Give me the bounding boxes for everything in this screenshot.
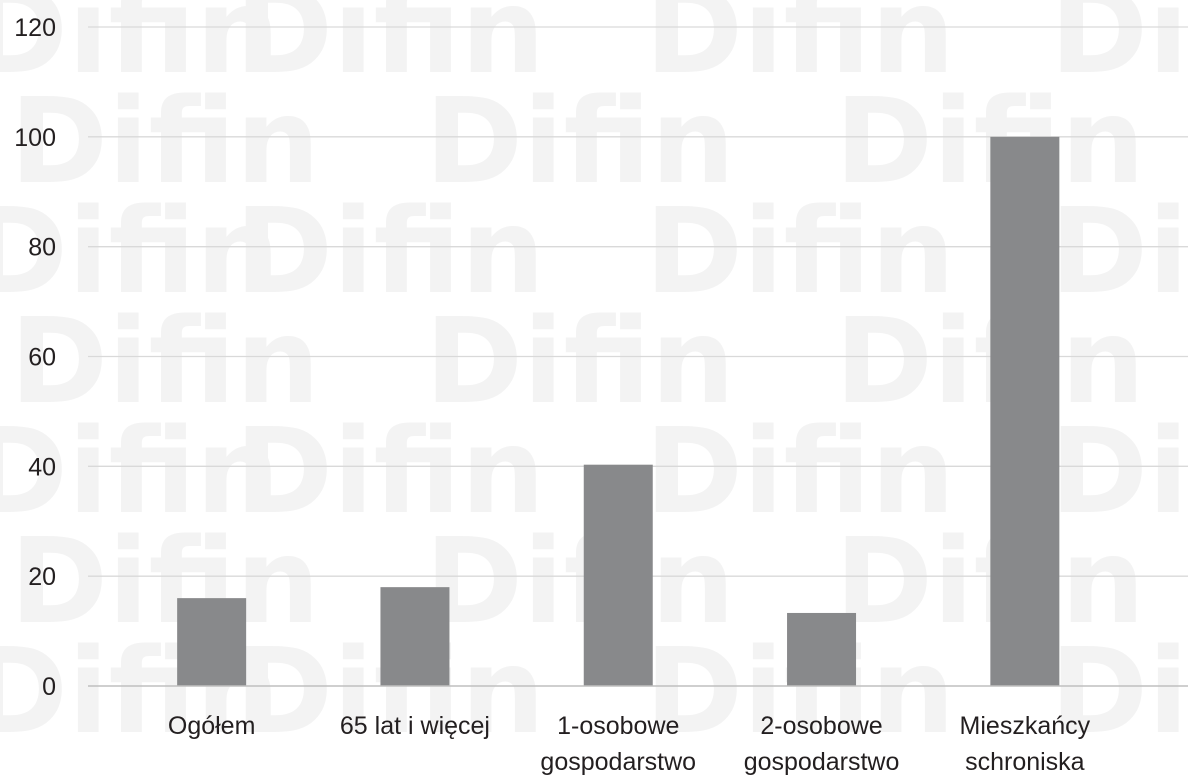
y-tick-label: 40 <box>28 453 56 481</box>
x-tick-label: Ogółem <box>168 712 256 740</box>
y-tick-label: 100 <box>14 124 56 152</box>
y-tick-label: 80 <box>28 234 56 262</box>
watermark-text: Difin <box>645 0 955 100</box>
bar <box>583 464 653 686</box>
bars <box>177 136 1060 687</box>
x-tick-label-line: 1-osobowe <box>557 712 679 740</box>
watermark-text: Difin <box>1050 402 1188 540</box>
x-tick-label-line: 2-osobowe <box>760 712 882 740</box>
y-axis-ticks: 0 20 40 60 80 100 120 <box>14 14 56 701</box>
bar <box>990 136 1060 687</box>
watermark-text: Difin <box>425 512 735 650</box>
x-tick-label-line: Ogółem <box>168 712 256 740</box>
watermark-text: Difin <box>425 72 735 210</box>
watermark-text: Difin <box>1050 0 1188 100</box>
x-tick-label-line: schroniska <box>965 748 1085 776</box>
watermark-text: Difin <box>835 72 1145 210</box>
watermark-text: Difin <box>235 402 545 540</box>
x-tick-label: Mieszkańcy schroniska <box>960 712 1091 776</box>
watermark-text: Difin <box>645 402 955 540</box>
watermark-text: Difin <box>835 292 1145 430</box>
x-tick-label-line: gospodarstwo <box>744 748 900 776</box>
watermark-text: Difin <box>835 512 1145 650</box>
bar <box>380 587 450 686</box>
watermark-text: Difin <box>10 292 320 430</box>
bar <box>787 612 857 686</box>
watermark-text: Difin <box>235 182 545 320</box>
x-tick-label: 1-osobowe gospodarstwo <box>540 712 696 776</box>
x-tick-label: 65 lat i więcej <box>340 712 490 740</box>
watermark: DifinDifinDifinDifinDifinDifinDifinDifin… <box>0 0 1188 760</box>
watermark-text: Difin <box>1050 622 1188 760</box>
x-tick-label-line: Mieszkańcy <box>960 712 1091 740</box>
y-tick-label: 60 <box>28 344 56 372</box>
x-tick-label-line: gospodarstwo <box>540 748 696 776</box>
y-tick-label: 20 <box>28 563 56 591</box>
watermark-text: Difin <box>0 402 280 540</box>
bar <box>177 598 247 686</box>
x-tick-label-line: 65 lat i więcej <box>340 712 490 740</box>
watermark-text: Difin <box>235 0 545 100</box>
watermark-text: Difin <box>0 0 280 100</box>
x-tick-label: 2-osobowe gospodarstwo <box>744 712 900 776</box>
watermark-text: Difin <box>0 182 280 320</box>
watermark-text: Difin <box>10 512 320 650</box>
y-tick-label: 0 <box>42 673 56 701</box>
y-tick-label: 120 <box>14 14 56 42</box>
watermark-text: Difin <box>645 182 955 320</box>
watermark-text: Difin <box>1050 182 1188 320</box>
watermark-text: Difin <box>10 72 320 210</box>
watermark-text: Difin <box>425 292 735 430</box>
x-axis-labels: Ogółem 65 lat i więcej 1-osobowe gospodarst… <box>168 712 1091 776</box>
